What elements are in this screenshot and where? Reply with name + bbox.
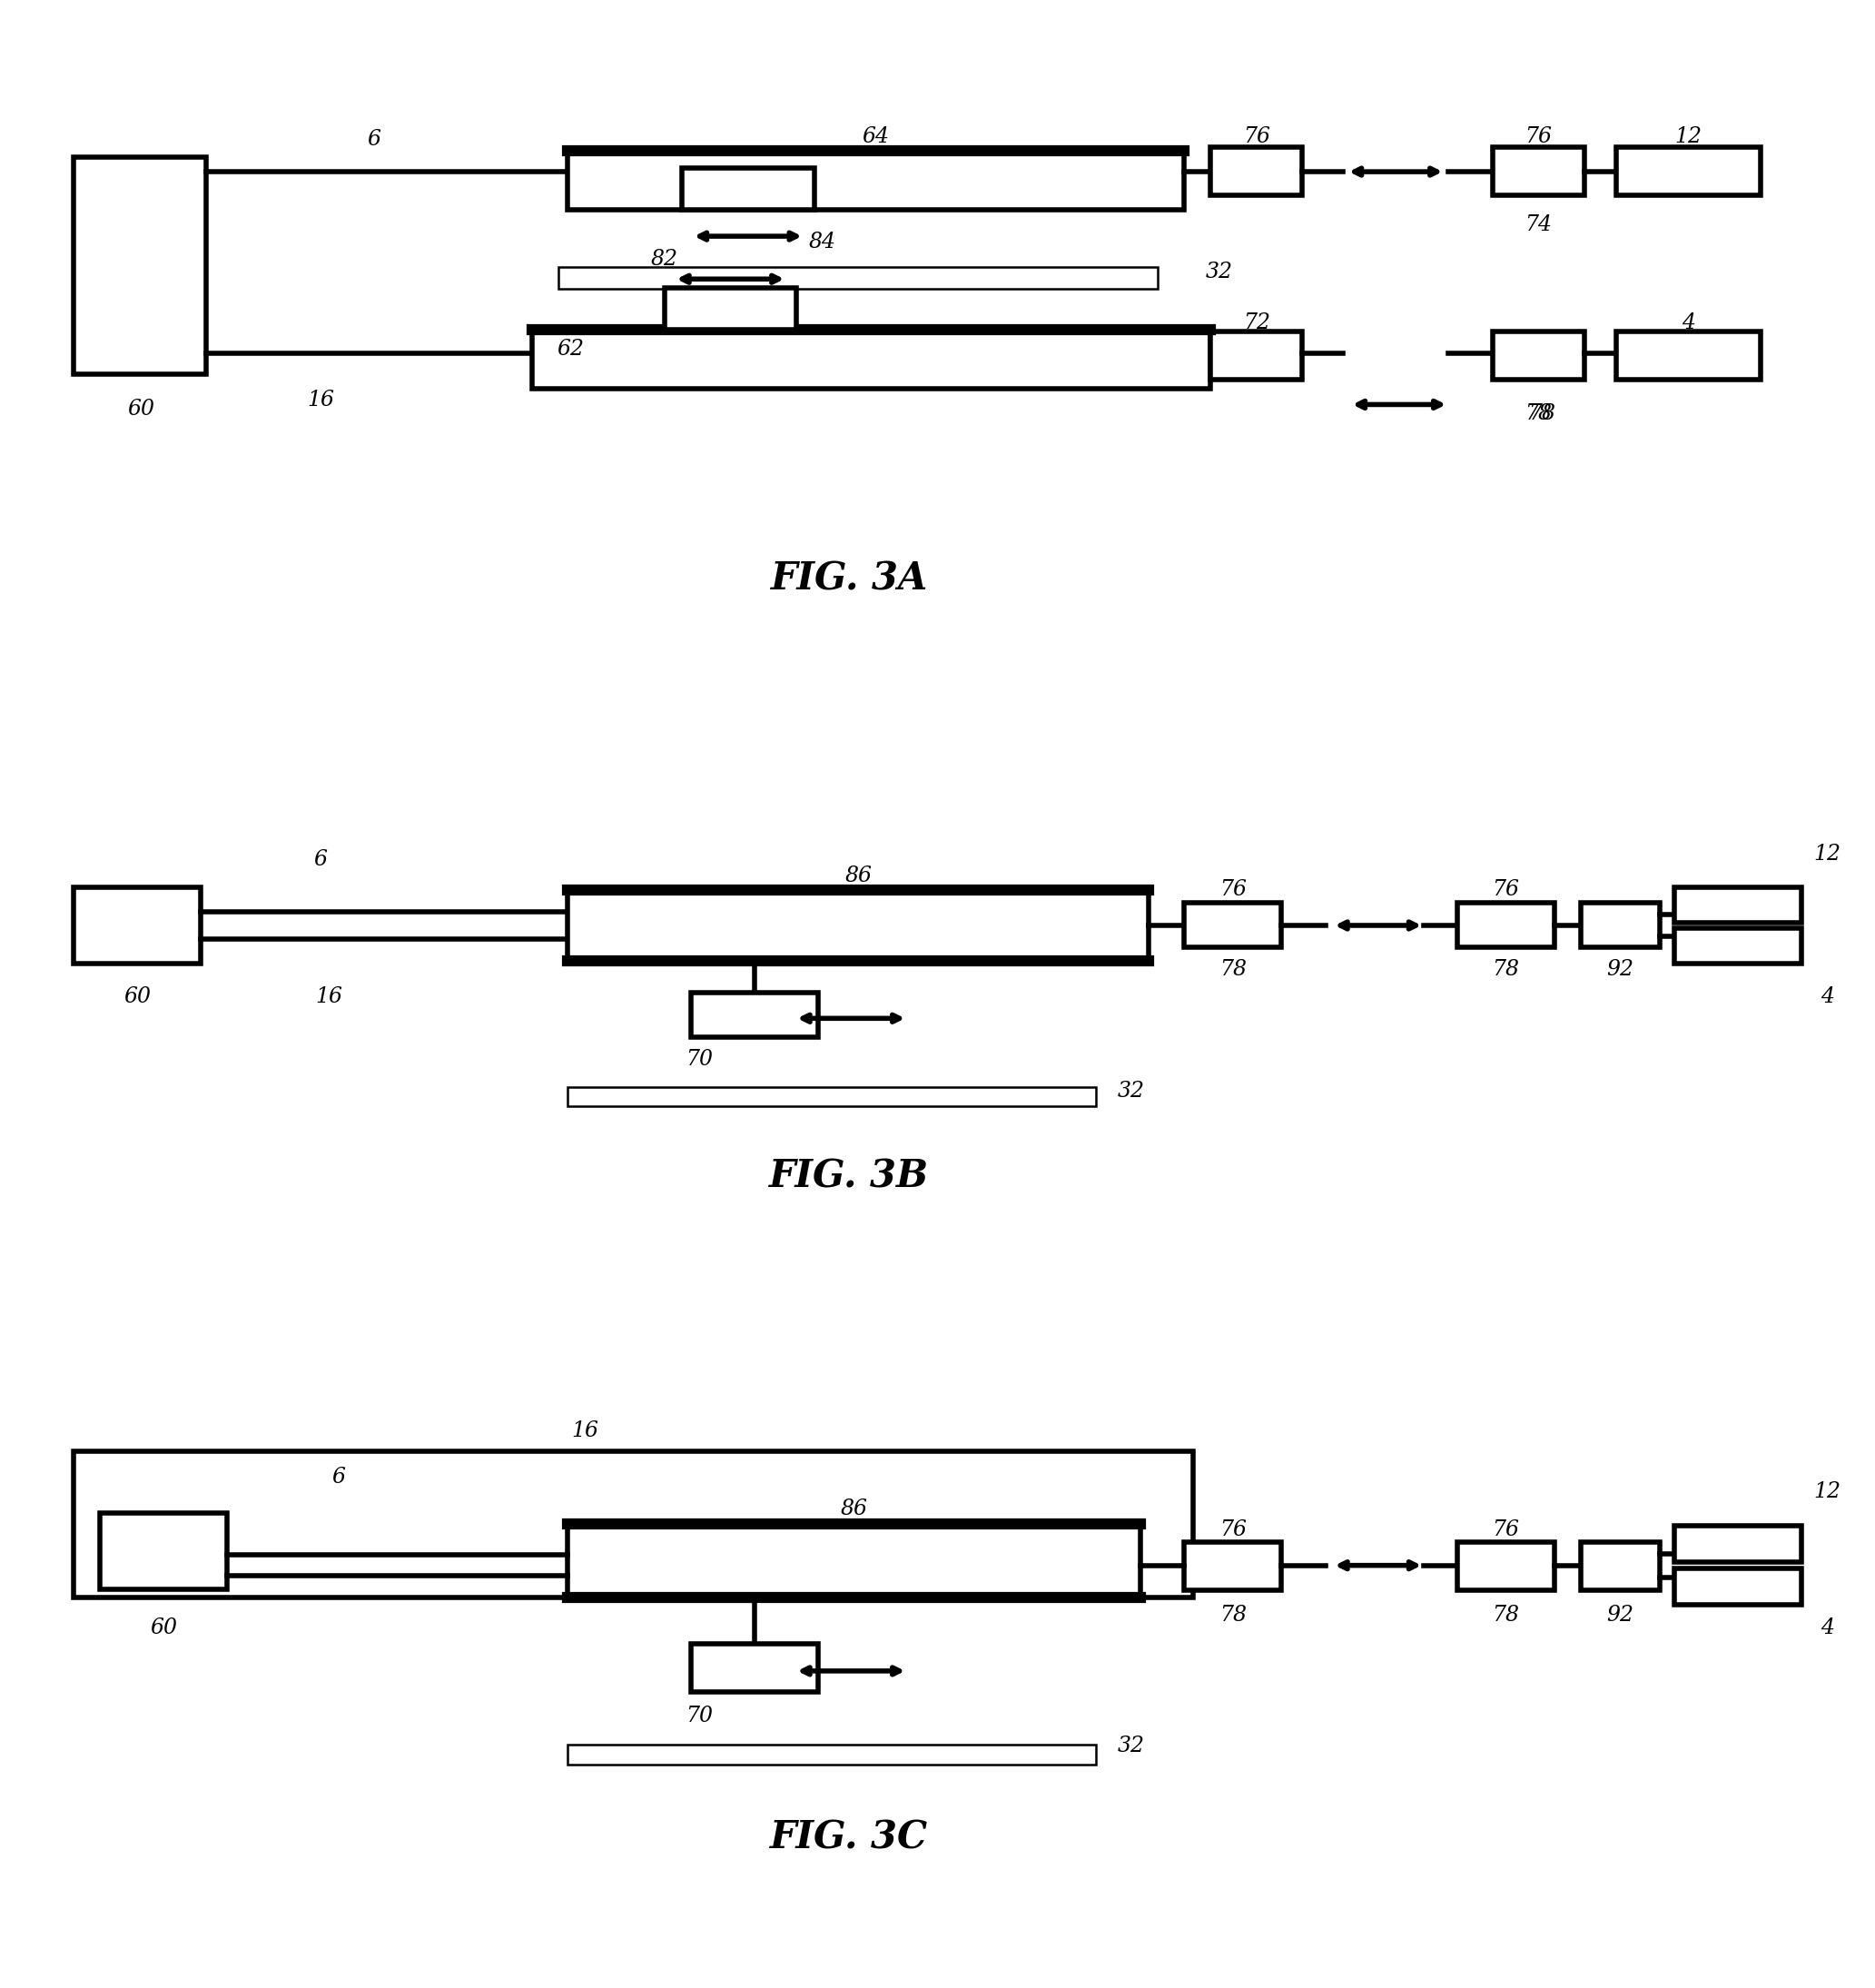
Text: 76: 76 <box>1524 125 1552 147</box>
Bar <box>568 1743 1097 1765</box>
Text: 60: 60 <box>150 1618 178 1638</box>
Text: 16: 16 <box>308 390 334 412</box>
Text: 4: 4 <box>1682 312 1695 332</box>
Bar <box>1581 903 1659 946</box>
Bar <box>1457 903 1554 946</box>
Bar <box>73 1451 1192 1598</box>
Text: FIG. 3A: FIG. 3A <box>771 561 928 598</box>
Text: 6: 6 <box>332 1467 345 1487</box>
Text: 92: 92 <box>1607 1604 1635 1626</box>
Text: 92: 92 <box>1607 958 1635 980</box>
Text: 76: 76 <box>1219 1519 1247 1541</box>
Text: 76: 76 <box>1492 1519 1519 1541</box>
Text: 62: 62 <box>557 340 585 360</box>
Text: 76: 76 <box>1492 879 1519 901</box>
Text: 32: 32 <box>1118 1736 1146 1755</box>
Bar <box>1616 147 1761 195</box>
Text: 78: 78 <box>1492 1604 1519 1626</box>
Bar <box>1616 332 1761 380</box>
Bar <box>690 992 818 1038</box>
Bar <box>568 891 1149 960</box>
Bar <box>532 330 1211 390</box>
Bar <box>568 1525 1140 1598</box>
Text: 74: 74 <box>1524 215 1552 235</box>
Text: 84: 84 <box>808 233 836 252</box>
Text: 82: 82 <box>651 248 679 270</box>
Text: 16: 16 <box>315 986 343 1008</box>
Bar <box>1581 1543 1659 1590</box>
Bar <box>1674 887 1802 922</box>
Bar <box>1492 147 1584 195</box>
Text: 72: 72 <box>1243 312 1269 332</box>
Text: 60: 60 <box>128 400 154 419</box>
Bar <box>1674 1569 1802 1604</box>
Text: 32: 32 <box>1206 262 1234 282</box>
Bar <box>1211 147 1303 195</box>
Text: 78: 78 <box>1219 958 1247 980</box>
Text: 60: 60 <box>124 986 152 1008</box>
Bar <box>73 887 201 964</box>
Bar <box>73 157 206 374</box>
Text: 78: 78 <box>1219 1604 1247 1626</box>
Text: 4: 4 <box>1821 1618 1834 1638</box>
Bar <box>664 288 797 330</box>
Bar <box>1457 1543 1554 1590</box>
Text: 70: 70 <box>686 1050 713 1070</box>
Bar <box>101 1513 227 1588</box>
Bar <box>1185 1543 1281 1590</box>
Text: 12: 12 <box>1813 1481 1841 1503</box>
Text: 76: 76 <box>1243 125 1269 147</box>
Text: 12: 12 <box>1813 843 1841 865</box>
Text: FIG. 3C: FIG. 3C <box>771 1819 928 1857</box>
Text: 6: 6 <box>368 129 381 149</box>
Bar <box>1674 1527 1802 1563</box>
Text: 70: 70 <box>686 1706 713 1726</box>
Text: 16: 16 <box>572 1419 598 1441</box>
Text: 64: 64 <box>863 125 889 147</box>
Text: 86: 86 <box>844 865 872 887</box>
Bar <box>1674 928 1802 964</box>
Text: 78: 78 <box>1492 958 1519 980</box>
Bar <box>1492 332 1584 380</box>
Bar <box>559 266 1159 288</box>
Text: 78: 78 <box>1528 404 1556 423</box>
Text: 6: 6 <box>313 849 328 871</box>
Bar <box>1211 332 1303 380</box>
Text: FIG. 3B: FIG. 3B <box>769 1157 930 1197</box>
Text: 4: 4 <box>1821 986 1834 1008</box>
Bar <box>682 167 814 211</box>
Text: 32: 32 <box>1118 1079 1146 1101</box>
Text: 12: 12 <box>1674 125 1703 147</box>
Bar <box>568 1087 1097 1105</box>
Text: 78: 78 <box>1524 404 1552 423</box>
Bar <box>568 151 1185 211</box>
Bar <box>690 1644 818 1692</box>
Text: 76: 76 <box>1219 879 1247 901</box>
Text: 86: 86 <box>840 1499 868 1519</box>
Bar <box>1185 903 1281 946</box>
